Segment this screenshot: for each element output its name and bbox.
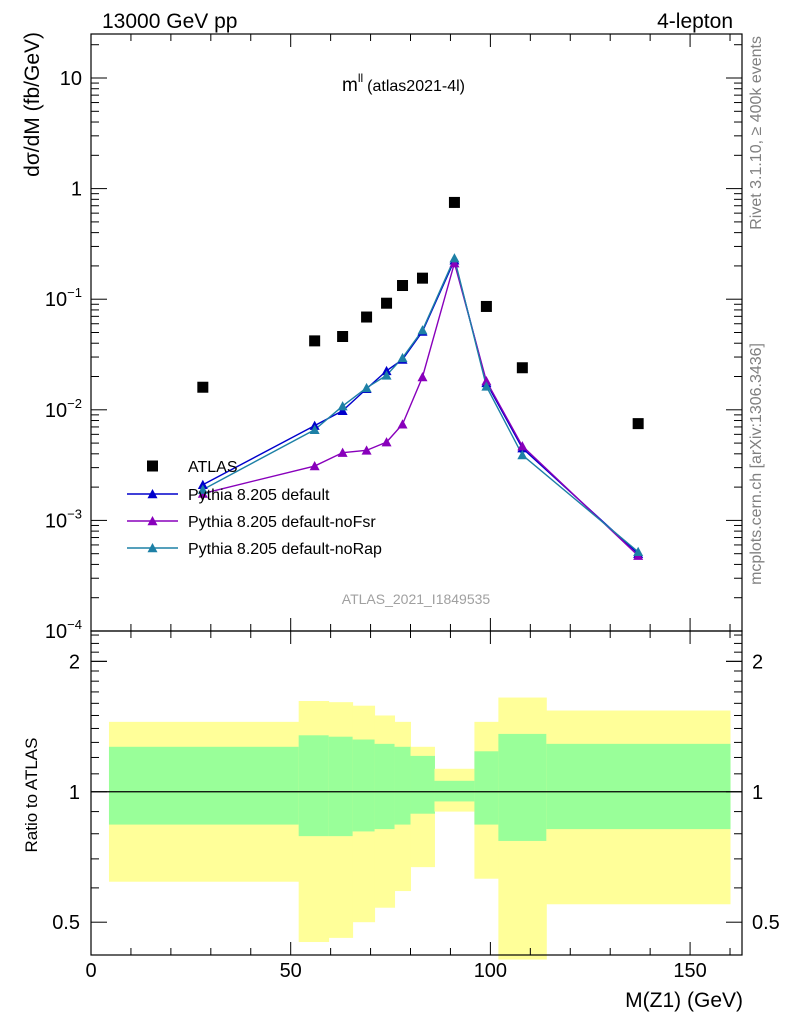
stat-uncertainty-bin bbox=[434, 780, 475, 802]
triangle-marker bbox=[417, 325, 428, 335]
data-point bbox=[309, 335, 321, 347]
data-point bbox=[516, 362, 528, 374]
axis-ticks bbox=[90, 34, 742, 955]
ratio-y-tick-label: 0.5 bbox=[52, 912, 80, 934]
triangle-marker bbox=[309, 461, 320, 471]
main-ylabel: dσ/dM (fb/GeV) bbox=[21, 32, 44, 177]
triangle-marker bbox=[397, 419, 408, 429]
y-tick-label: 10−2 bbox=[45, 396, 82, 422]
data-markers bbox=[197, 196, 644, 560]
ratio-y-tick-label-right: 2 bbox=[752, 651, 763, 673]
triangle-marker bbox=[481, 381, 492, 391]
triangle-marker bbox=[449, 258, 460, 268]
mcplots-label: mcplots.cern.ch [arXiv:1306.3436] bbox=[748, 343, 765, 585]
y-tick-label: 1 bbox=[71, 179, 82, 201]
ratio-y-tick-label: 1 bbox=[69, 782, 80, 804]
header-right: 4-lepton bbox=[657, 10, 733, 33]
plot-title: mll (atlas2021-4l) bbox=[342, 71, 465, 96]
triangle-marker bbox=[417, 371, 428, 382]
ratio-xlabel: M(Z1) (GeV) bbox=[625, 989, 743, 1012]
triangle-marker bbox=[197, 479, 208, 490]
stat-uncertainty-bin bbox=[394, 746, 412, 825]
triangle-marker bbox=[361, 445, 372, 455]
data-point bbox=[448, 196, 460, 208]
data-point bbox=[337, 331, 349, 343]
mc-curves bbox=[202, 256, 639, 557]
series-line bbox=[202, 256, 639, 553]
triangle-marker bbox=[517, 450, 528, 460]
x-tick-label: 50 bbox=[280, 960, 302, 982]
triangle-marker bbox=[337, 405, 348, 416]
triangle-marker bbox=[381, 437, 392, 447]
triangle-marker bbox=[381, 370, 392, 380]
legend-entry-label: Pythia 8.205 default-noRap bbox=[188, 541, 382, 558]
stat-uncertainty-bin bbox=[546, 743, 731, 830]
stat-uncertainty-bin bbox=[352, 739, 376, 832]
plot-title-note: (atlas2021-4l) bbox=[367, 78, 465, 95]
triangle-marker bbox=[197, 484, 208, 494]
stat-uncertainty-bin bbox=[298, 735, 330, 837]
triangle-marker bbox=[337, 401, 348, 411]
y-tick-base: 10 bbox=[45, 400, 67, 422]
ratio-y-tick-label-right: 0.5 bbox=[752, 912, 780, 934]
data-point bbox=[397, 280, 409, 292]
x-tick-label: 0 bbox=[85, 960, 96, 982]
stat-uncertainty-bin bbox=[108, 746, 300, 825]
header-left: 13000 GeV pp bbox=[102, 10, 237, 33]
legend: ATLAS Pythia 8.205 default Pythia 8.205 de… bbox=[127, 459, 382, 558]
triangle-marker bbox=[481, 376, 492, 386]
y-tick-base: 10 bbox=[45, 289, 67, 311]
ratio-frame bbox=[90, 630, 743, 956]
stat-uncertainty-bin bbox=[498, 733, 547, 841]
triangle-marker bbox=[517, 441, 528, 451]
x-tick-label: 150 bbox=[673, 960, 706, 982]
legend-marker-triangle bbox=[147, 516, 158, 526]
series-line bbox=[202, 260, 639, 557]
triangle-marker bbox=[337, 447, 348, 457]
stat-uncertainty-bin bbox=[374, 743, 396, 830]
y-tick-exponent: −1 bbox=[67, 285, 82, 300]
analysis-watermark: ATLAS_2021_I1849535 bbox=[342, 591, 491, 607]
data-point bbox=[197, 381, 209, 393]
stat-uncertainty-bin bbox=[474, 751, 499, 825]
rivet-label: Rivet 3.1.10, ≥ 400k events bbox=[748, 36, 765, 230]
legend-entry-label: Pythia 8.205 default bbox=[188, 487, 330, 504]
plot-title-main: m bbox=[342, 75, 358, 96]
legend-marker-triangle bbox=[147, 543, 158, 553]
ratio-uncertainty-bands bbox=[108, 697, 731, 960]
triangle-marker bbox=[361, 382, 372, 393]
y-tick-label: 10 bbox=[60, 68, 82, 90]
y-tick-exponent: −2 bbox=[67, 396, 82, 411]
y-tick-label: 10−3 bbox=[45, 506, 82, 532]
legend-entry-label: ATLAS bbox=[188, 459, 238, 476]
ratio-y-tick-label-right: 1 bbox=[752, 782, 763, 804]
stat-uncertainty-bin bbox=[328, 736, 354, 837]
triangle-marker bbox=[633, 546, 644, 557]
legend-marker-square bbox=[147, 460, 158, 472]
y-tick-base: 10 bbox=[45, 621, 67, 643]
data-point bbox=[480, 300, 492, 312]
y-tick-exponent: −4 bbox=[67, 617, 82, 632]
ratio-y-tick-label: 2 bbox=[69, 651, 80, 673]
stat-uncertainty-bin bbox=[410, 755, 435, 814]
triangle-marker bbox=[449, 253, 460, 263]
triangle-marker bbox=[309, 424, 320, 435]
data-point bbox=[361, 311, 373, 323]
ratio-ylabel: Ratio to ATLAS bbox=[22, 738, 41, 853]
plot-title-sup: ll bbox=[358, 71, 363, 85]
data-point bbox=[632, 418, 644, 430]
legend-entry-label: Pythia 8.205 default-noFsr bbox=[188, 514, 376, 531]
series-line bbox=[202, 258, 639, 555]
y-tick-base: 10 bbox=[45, 510, 67, 532]
data-point bbox=[416, 272, 428, 284]
triangle-marker bbox=[397, 352, 408, 363]
y-tick-exponent: −3 bbox=[67, 506, 82, 521]
legend-marker-triangle bbox=[147, 489, 158, 499]
y-tick-label: 10−4 bbox=[45, 617, 82, 643]
data-point bbox=[381, 297, 393, 309]
x-tick-label: 100 bbox=[474, 960, 507, 982]
y-tick-label: 10−1 bbox=[45, 285, 82, 311]
